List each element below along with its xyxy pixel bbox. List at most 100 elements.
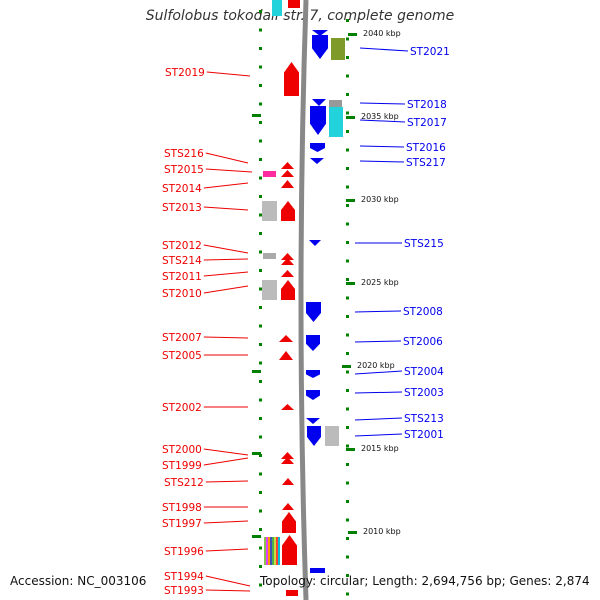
- scale-label: 2025 kbp: [361, 278, 399, 287]
- gene-label-st2001: ST2001: [404, 429, 444, 441]
- tick-mark: [346, 241, 349, 244]
- gene-label-st2003: ST2003: [404, 387, 444, 399]
- tick-mark: [346, 204, 349, 207]
- tick-mark: [346, 74, 349, 78]
- leader-line: [359, 119, 406, 123]
- leader-line: [203, 336, 249, 339]
- major-tick: [342, 365, 351, 368]
- tick-mark: [259, 509, 262, 513]
- reverse-gene: [306, 390, 320, 400]
- tick-mark: [346, 481, 349, 485]
- tick-mark: [346, 592, 349, 596]
- scale-label: 2015 kbp: [361, 444, 399, 453]
- forward-gene: [281, 162, 294, 169]
- gene-label-st2012: ST2012: [162, 240, 202, 252]
- scale-label: 2035 kbp: [361, 112, 399, 121]
- forward-gene: [281, 457, 294, 464]
- tick-mark: [259, 121, 262, 124]
- feature-glyphs: [262, 0, 345, 596]
- forward-gene: [284, 62, 299, 96]
- forward-gene: [281, 452, 294, 459]
- major-tick: [346, 282, 355, 285]
- reverse-gene: [312, 30, 328, 36]
- gene-label-st2017: ST2017: [407, 117, 447, 129]
- major-tick: [252, 114, 261, 117]
- leader-line: [354, 417, 403, 421]
- tick-marks: [252, 10, 357, 596]
- gene-label-st2004: ST2004: [404, 366, 444, 378]
- olive-feature: [331, 38, 345, 60]
- reverse-gene: [306, 302, 321, 322]
- leader-line: [203, 285, 249, 294]
- tick-mark: [259, 491, 262, 494]
- leader-line: [203, 182, 249, 189]
- leader-line: [203, 271, 249, 277]
- tick-mark: [259, 435, 262, 439]
- tick-mark: [346, 370, 349, 374]
- tick-mark: [346, 463, 349, 466]
- major-tick: [252, 452, 261, 455]
- forward-gene: [281, 258, 294, 265]
- leader-line: [205, 480, 249, 483]
- reverse-gene: [310, 143, 325, 152]
- forward-gene: [281, 270, 294, 277]
- gene-label-st2008: ST2008: [403, 306, 443, 318]
- forward-gene: [288, 0, 300, 8]
- leader-line: [203, 244, 249, 254]
- scale-label: 2020 kbp: [357, 361, 395, 370]
- tick-mark: [346, 167, 349, 170]
- gene-label-st1998: ST1998: [162, 502, 202, 514]
- gene-label-st2014: ST2014: [162, 183, 202, 195]
- tick-mark: [259, 28, 262, 32]
- gene-label-st1993: ST1993: [164, 585, 204, 597]
- leader-line: [359, 102, 406, 105]
- major-tick: [346, 116, 355, 119]
- leader-line: [205, 589, 251, 592]
- topology-text: Topology: circular; Length: 2,694,756 bp…: [260, 574, 590, 588]
- gene-label-st2018: ST2018: [407, 99, 447, 111]
- leader-line: [354, 310, 402, 313]
- tick-mark: [346, 37, 349, 41]
- tick-mark: [346, 407, 349, 411]
- tick-mark: [259, 324, 262, 328]
- scale-label: 2010 kbp: [363, 527, 401, 536]
- tick-mark: [346, 315, 349, 318]
- forward-gene: [279, 335, 293, 342]
- forward-gene: [281, 280, 295, 300]
- leader-line: [205, 548, 249, 552]
- forward-gene: [282, 503, 294, 510]
- grey-feature: [325, 426, 339, 446]
- tick-mark: [346, 296, 349, 300]
- multicolor-feature: [276, 537, 278, 565]
- reverse-gene: [310, 106, 326, 135]
- leader-line: [203, 448, 249, 456]
- tick-mark: [259, 102, 262, 106]
- backbone-layer: [298, 0, 309, 600]
- tick-mark: [259, 287, 262, 291]
- reverse-gene: [312, 35, 328, 59]
- tick-mark: [259, 380, 262, 383]
- leader-line: [354, 370, 403, 375]
- leader-line: [359, 47, 409, 52]
- gene-label-st2016: ST2016: [406, 142, 446, 154]
- tick-mark: [259, 417, 262, 420]
- major-tick: [346, 448, 355, 451]
- map-title: Sulfolobus tokodaii str. 7, complete gen…: [145, 8, 455, 24]
- forward-gene: [281, 180, 294, 188]
- tick-mark: [346, 333, 349, 337]
- tick-mark: [259, 306, 262, 309]
- reverse-gene: [310, 158, 324, 164]
- leader-line: [205, 168, 253, 173]
- major-tick: [252, 535, 261, 538]
- tick-mark: [346, 56, 349, 59]
- reverse-gene: [312, 99, 326, 106]
- tick-mark: [346, 389, 349, 392]
- tick-mark: [259, 47, 262, 50]
- tick-mark: [259, 472, 262, 476]
- tick-mark: [346, 111, 349, 115]
- gene-label-st2015: ST2015: [164, 164, 204, 176]
- tick-mark: [259, 454, 262, 457]
- gene-label-sts217: STS217: [406, 157, 446, 169]
- gene-label-st2021: ST2021: [410, 46, 450, 58]
